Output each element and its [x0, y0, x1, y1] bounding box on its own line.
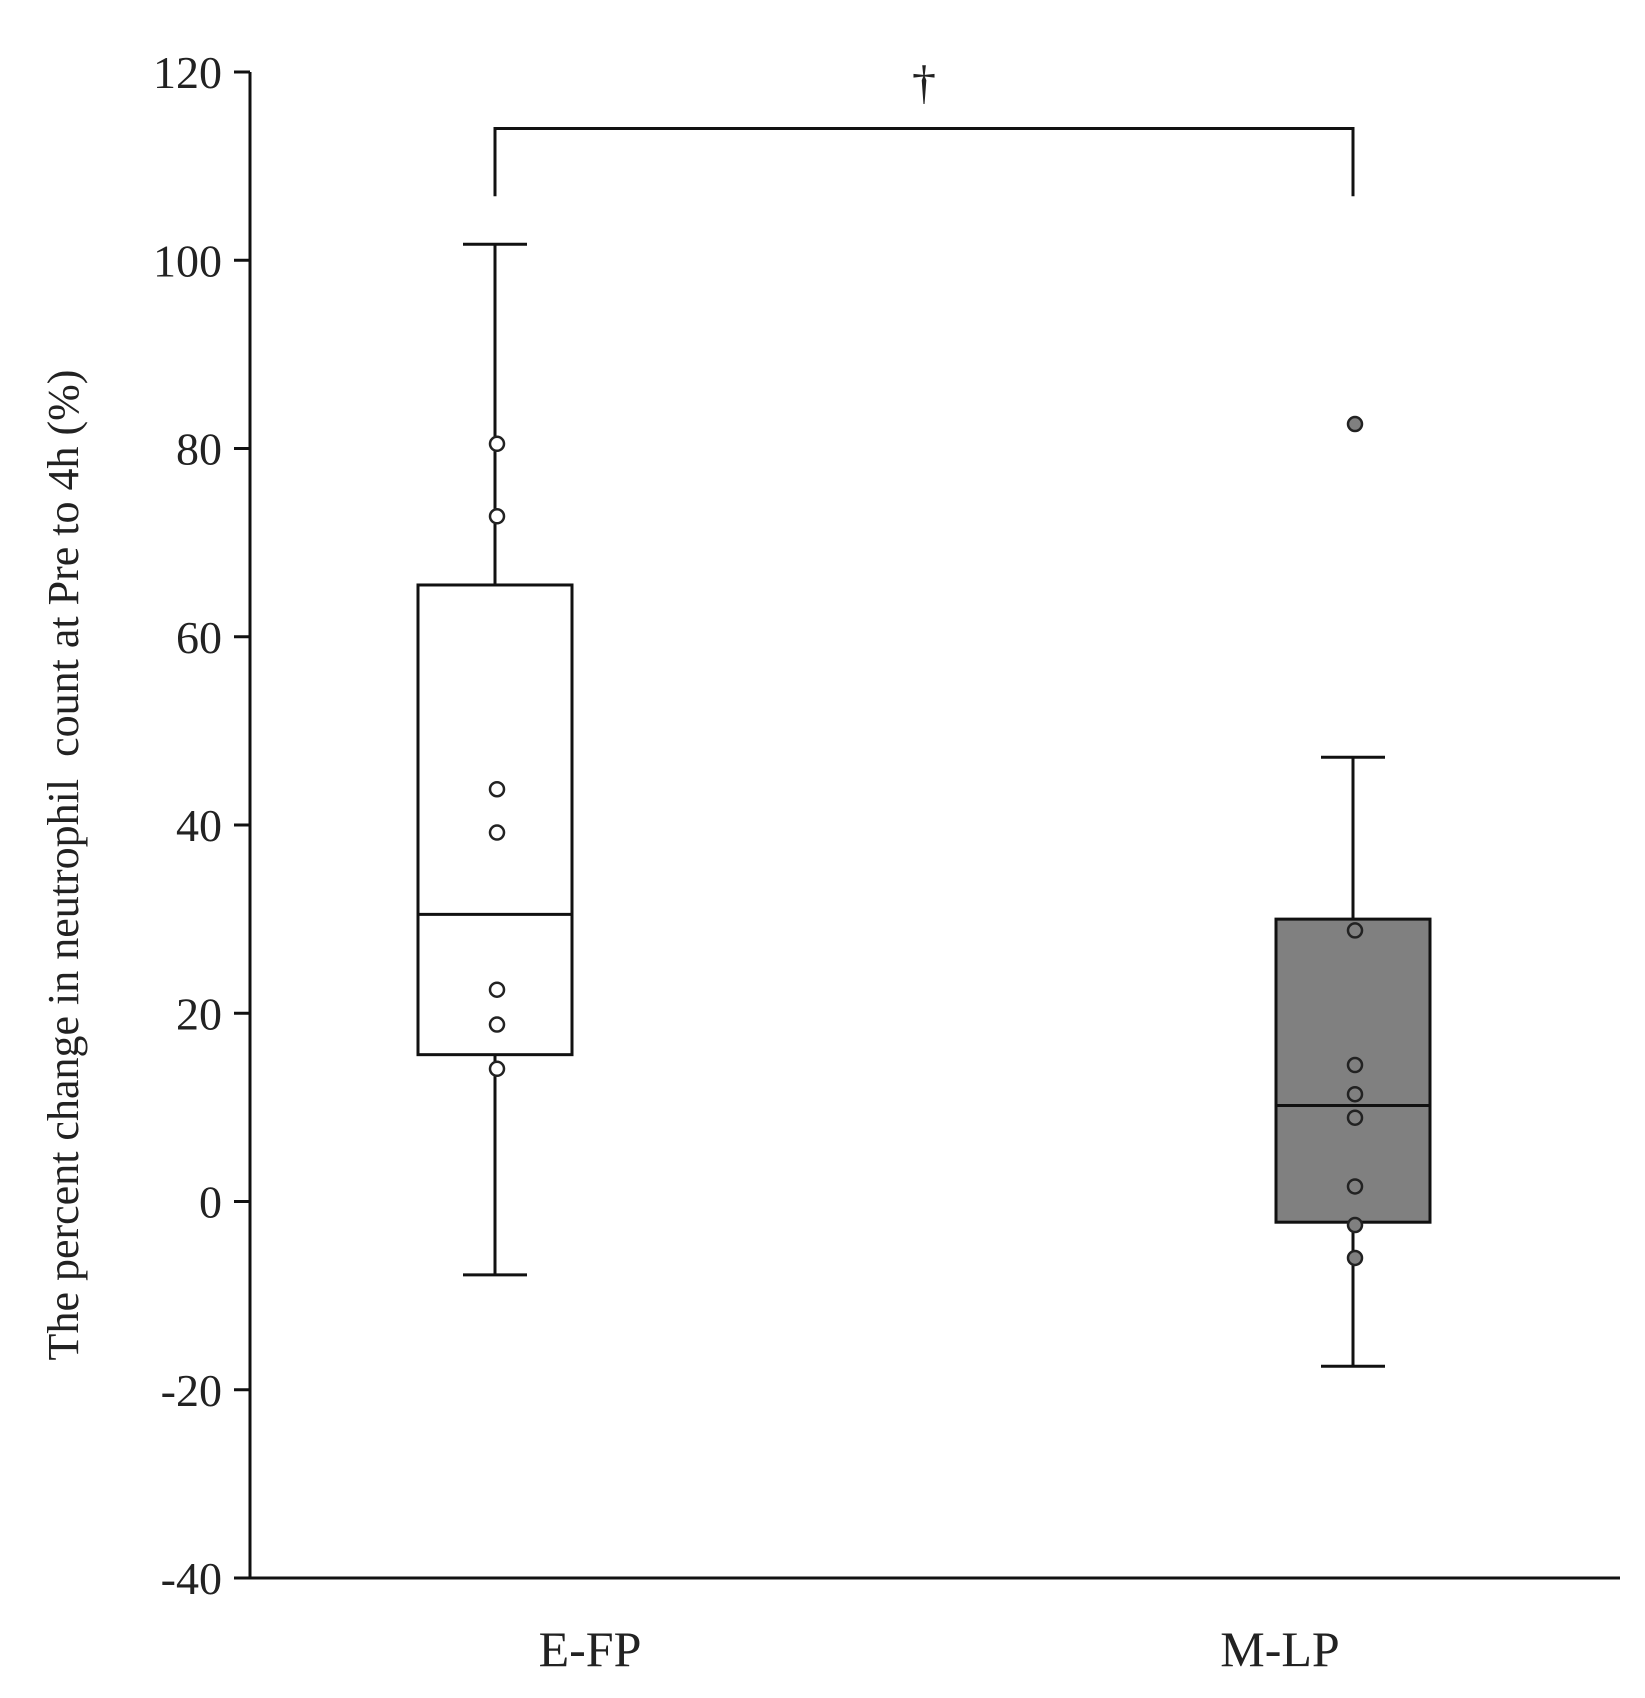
data-point [1346, 1085, 1364, 1103]
data-point [488, 780, 506, 798]
y-axis-title: The percent change in neutrophil count a… [39, 370, 88, 1361]
y-tick-label: 20 [176, 988, 222, 1039]
data-point [1346, 1249, 1364, 1267]
data-point [1346, 1216, 1364, 1234]
data-point [1346, 1056, 1364, 1074]
data-point [1346, 1109, 1364, 1126]
x-category-label: E-FP [539, 1621, 642, 1677]
x-category-label: M-LP [1220, 1621, 1339, 1677]
data-point [488, 508, 506, 525]
y-tick-label: 120 [153, 47, 222, 98]
data-point [488, 435, 506, 453]
y-tick-label: 80 [176, 424, 222, 475]
data-point [488, 981, 506, 998]
axes: -40 -20 0 20 40 60 80 100 120 The percent change … [39, 47, 1620, 1677]
y-tick-label: 100 [153, 235, 222, 286]
data-point [1346, 922, 1364, 939]
data-point [488, 1060, 506, 1078]
annotations: † [493, 56, 1355, 197]
data-point [488, 1016, 506, 1033]
box-group-m-lp [1274, 415, 1432, 1368]
y-tick-label: 40 [176, 800, 222, 851]
box-group-e-fp [416, 242, 574, 1277]
data-point [1346, 415, 1364, 433]
data-point [1346, 1178, 1364, 1195]
y-tick-label: -20 [161, 1365, 222, 1416]
data-point [488, 824, 506, 841]
boxes [416, 242, 1432, 1368]
significance-bracket [493, 126, 1355, 197]
y-tick-label: 60 [176, 612, 222, 663]
y-tick-label: -40 [161, 1553, 222, 1604]
significance-marker: † [912, 56, 936, 109]
y-tick-label: 0 [199, 1177, 222, 1228]
box-iqr [416, 583, 574, 1057]
